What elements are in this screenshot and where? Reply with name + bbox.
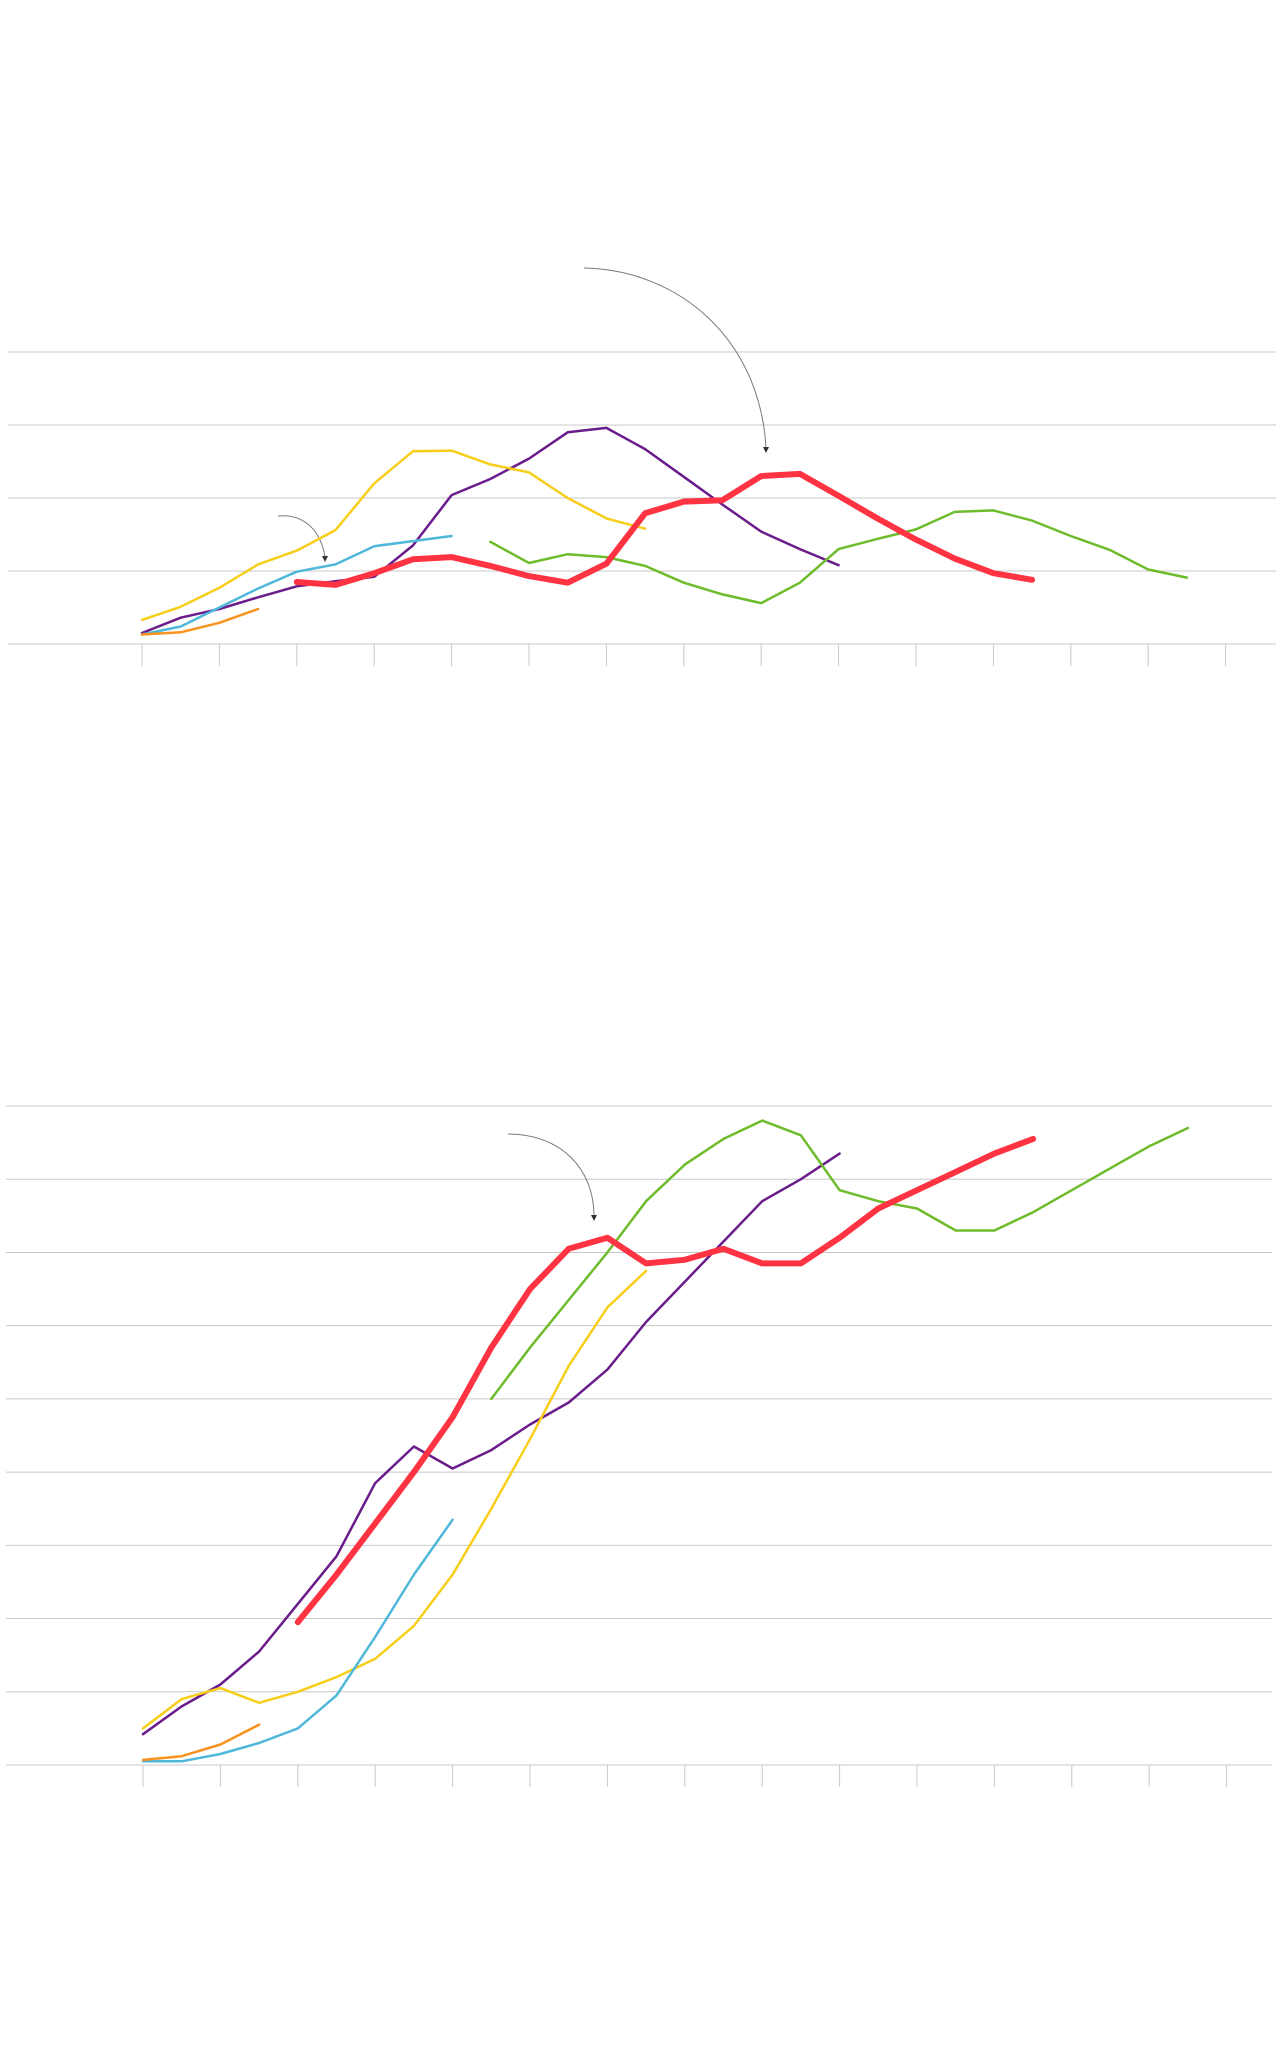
- chart-bottom-series-line: [490, 1119, 1190, 1401]
- chart-bottom-series-line: [141, 1723, 261, 1762]
- chart-bottom-series-line-highlight: [294, 1135, 1037, 1626]
- chart-top-series-line: [140, 534, 453, 636]
- chart-top-annotation-arrow-right: [583, 267, 767, 449]
- chart-bottom-gridlines: [6, 1105, 1272, 1766]
- chart-top-series-line: [489, 509, 1189, 605]
- chart-bottom-x-ticks: [142, 1765, 1228, 1787]
- chart-bottom-series-line: [141, 1152, 841, 1736]
- chart-bottom-series-line: [141, 1269, 648, 1730]
- chart-top-series-line: [140, 449, 647, 622]
- chart-bottom-annotation-arrow: [507, 1133, 595, 1217]
- chart-bottom-series-line: [141, 1518, 454, 1763]
- chart-top-annotation-arrow-left: [277, 515, 326, 558]
- chart-top-gridlines: [8, 351, 1276, 645]
- chart-top-x-ticks: [141, 644, 1227, 666]
- chart-top-annotation-arrowhead-right: [763, 447, 769, 453]
- chart-top-annotation-arrowhead-left: [322, 556, 328, 562]
- chart-bottom-series: [141, 1119, 1190, 1763]
- chart-top-series-line: [140, 426, 840, 635]
- chart-bottom-annotation-arrowhead: [591, 1215, 597, 1221]
- chart-top-series-line-highlight: [293, 470, 1036, 588]
- chart-top-series: [140, 426, 1189, 636]
- chart-top: [8, 267, 1276, 666]
- chart-bottom: [6, 1105, 1272, 1787]
- chart-top-series-line: [140, 607, 260, 636]
